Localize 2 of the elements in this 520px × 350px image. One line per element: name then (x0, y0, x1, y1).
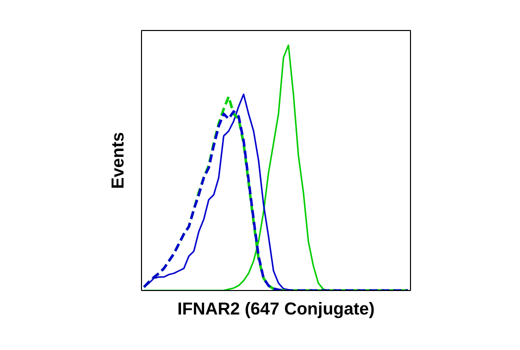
x-axis-title: IFNAR2 (647 Conjugate) (177, 298, 375, 318)
y-axis-title: Events (108, 132, 128, 189)
